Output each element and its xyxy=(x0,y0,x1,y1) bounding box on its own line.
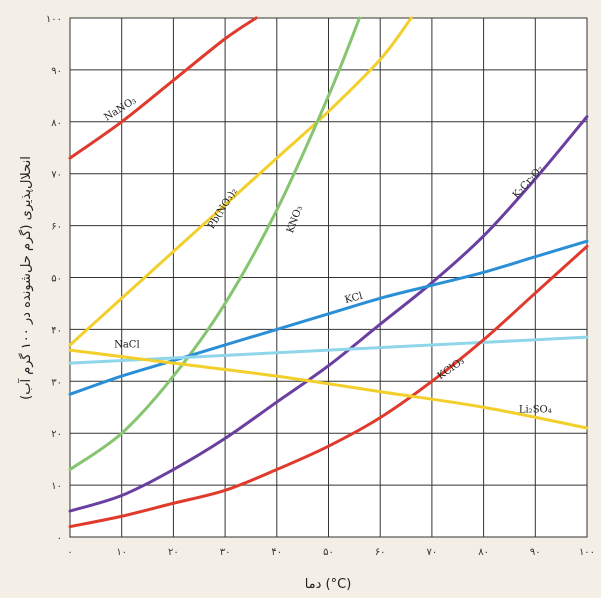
x-tick-label: ۹۰ xyxy=(530,547,541,558)
x-tick-label: ۸۰ xyxy=(478,547,489,558)
y-tick-label: ۷۰ xyxy=(51,170,62,181)
x-tick-label: ۷۰ xyxy=(427,547,438,558)
x-tick-label: ۱۰۰ xyxy=(579,547,595,558)
x-tick-label: ۶۰ xyxy=(375,547,386,558)
x-tick-label: ۳۰ xyxy=(220,547,231,558)
x-tick-label: ۴۰ xyxy=(271,547,282,558)
series-line-7: Li₂SO₄ xyxy=(68,348,589,430)
x-tick-label: ۵۰ xyxy=(323,547,334,558)
series-line-1: Pb(NO₃)₂ xyxy=(68,16,413,347)
series-label-4: KCl xyxy=(344,291,364,306)
y-axis-title: انحلال‌پذیری (گرم حل‌شونده در ۱۰۰ گرم آب… xyxy=(17,156,34,400)
grid-lines xyxy=(69,17,588,538)
y-tick-label: ۰ xyxy=(57,533,62,544)
series-label-5: NaCl xyxy=(114,340,140,351)
x-tick-label: ۰ xyxy=(67,547,72,558)
series-line-3: K₂Cr₂O₇ xyxy=(68,115,589,513)
series-label-7: Li₂SO₄ xyxy=(519,404,552,415)
series-line-0: NaNO₃ xyxy=(68,16,258,160)
y-tick-label: ۴۰ xyxy=(51,325,62,336)
y-tick-label: ۸۰ xyxy=(51,118,62,129)
y-tick-label: ۱۰۰ xyxy=(46,14,62,25)
y-tick-label: ۲۰ xyxy=(51,429,62,440)
y-tick-label: ۹۰ xyxy=(51,66,62,77)
x-tick-label: ۱۰ xyxy=(116,547,127,558)
series-line-2: KNO₃ xyxy=(68,16,362,472)
x-tick-label: ۲۰ xyxy=(168,547,179,558)
series-line-4: KCl xyxy=(68,239,589,396)
x-tick-labels: ۰ ۱۰ ۲۰ ۳۰ ۴۰ ۵۰ ۶۰ ۷۰ ۸۰ ۹۰ ۱۰۰ xyxy=(67,547,595,558)
y-tick-label: ۱۰ xyxy=(51,481,62,492)
x-axis-title: دما (°C) xyxy=(305,577,352,592)
y-tick-label: ۵۰ xyxy=(51,274,62,285)
series-line-5: NaCl xyxy=(68,335,589,365)
y-tick-labels: ۰ ۱۰ ۲۰ ۳۰ ۴۰ ۵۰ ۶۰ ۷۰ ۸۰ ۹۰ ۱۰۰ xyxy=(46,14,62,544)
series-line-6: KClO₃ xyxy=(68,244,589,529)
y-tick-label: ۳۰ xyxy=(51,377,62,388)
y-tick-label: ۶۰ xyxy=(51,222,62,233)
